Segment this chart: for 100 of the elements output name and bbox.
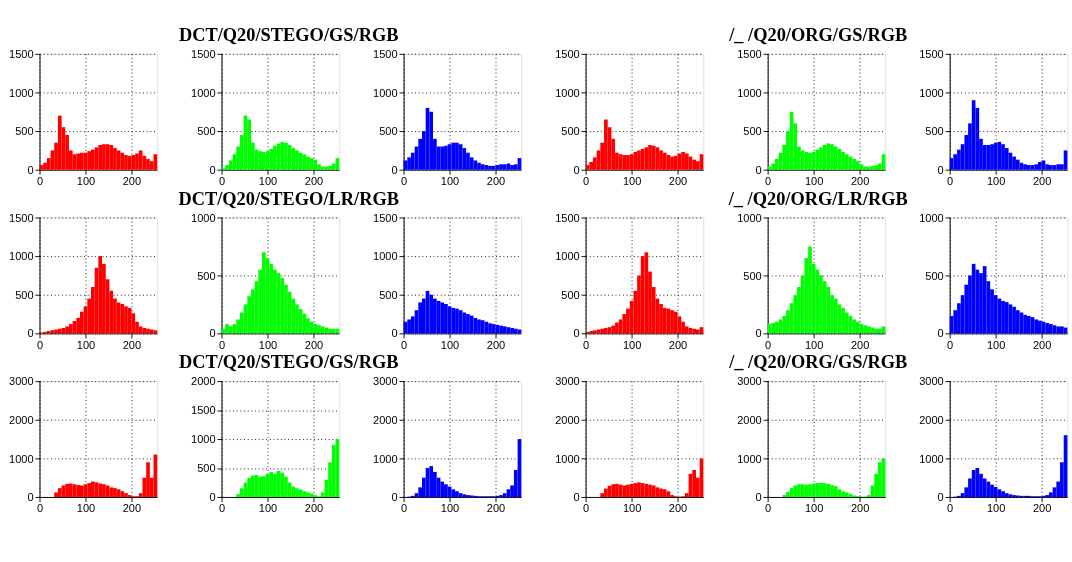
y-tick-label: 500 xyxy=(15,125,34,138)
x-tick-label: 200 xyxy=(304,174,324,187)
text: /_ /Q20/ORG/GS/RGB xyxy=(728,352,908,373)
y-tick-label: 1000 xyxy=(919,452,944,465)
x-tick-label: 100 xyxy=(258,502,278,515)
y-tick-label: 3000 xyxy=(373,375,398,388)
x-tick-label: 200 xyxy=(668,338,688,351)
x-tick-label: 100 xyxy=(76,502,96,515)
y-tick-label: 1500 xyxy=(919,48,944,60)
x-tick-label: 0 xyxy=(218,174,226,187)
x-tick-label: 200 xyxy=(486,174,506,187)
y-tick-label: 0 xyxy=(391,163,398,176)
y-tick-label: 500 xyxy=(743,125,762,138)
x-tick-label: 100 xyxy=(76,174,96,187)
x-tick-label: 200 xyxy=(850,502,870,515)
y-tick-label: 0 xyxy=(937,491,944,504)
x-tick-label: 100 xyxy=(440,174,460,187)
x-tick-label: 0 xyxy=(765,502,772,515)
x-tick-label: 200 xyxy=(122,174,142,187)
x-tick-label: 100 xyxy=(986,338,1006,351)
x-tick-label: 200 xyxy=(1032,174,1052,187)
x-tick-label: 0 xyxy=(36,174,44,187)
y-tick-label: 1000 xyxy=(737,211,762,224)
x-tick-label: 100 xyxy=(622,174,642,187)
y-tick-label: 0 xyxy=(755,327,762,340)
x-tick-label: 0 xyxy=(765,338,772,351)
y-tick-label: 500 xyxy=(15,288,34,301)
y-tick-label: 1500 xyxy=(555,48,580,60)
x-tick-label: 100 xyxy=(804,174,824,187)
y-tick-label: 0 xyxy=(937,327,944,340)
y-tick-label: 2000 xyxy=(919,413,944,426)
y-tick-label: 0 xyxy=(27,327,34,340)
y-tick-label: 1000 xyxy=(9,86,34,99)
x-tick-label: 200 xyxy=(122,502,142,515)
y-tick-label: 2000 xyxy=(555,413,580,426)
text: DCT/Q20/STEGO/GS/RGB xyxy=(178,24,399,45)
x-tick-label: 100 xyxy=(258,338,278,351)
x-tick-label: 100 xyxy=(258,174,278,187)
y-tick-label: 1500 xyxy=(737,48,762,60)
y-tick-label: 1000 xyxy=(555,86,580,99)
x-tick-label: 100 xyxy=(986,174,1006,187)
text: DCT/Q20/STEGO/LR/RGB xyxy=(178,188,399,209)
y-tick-label: 500 xyxy=(561,125,580,138)
x-tick-label: 200 xyxy=(850,338,870,351)
x-tick-label: 200 xyxy=(850,174,870,187)
y-tick-label: 0 xyxy=(209,163,216,176)
y-tick-label: 1000 xyxy=(373,452,398,465)
x-tick-label: 0 xyxy=(218,502,226,515)
text: /_ /Q20/ORG/LR/RGB xyxy=(727,188,908,209)
y-tick-label: 0 xyxy=(209,491,216,504)
y-tick-label: 3000 xyxy=(919,375,944,388)
x-tick-label: 200 xyxy=(304,338,324,351)
y-tick-label: 2000 xyxy=(737,413,762,426)
x-tick-label: 100 xyxy=(76,338,96,351)
text: /_ /Q20/ORG/GS/RGB xyxy=(728,24,908,45)
y-tick-label: 500 xyxy=(379,288,398,301)
y-tick-label: 500 xyxy=(197,269,216,282)
x-tick-label: 0 xyxy=(36,502,44,515)
y-tick-label: 1000 xyxy=(373,250,398,263)
y-tick-label: 3000 xyxy=(9,375,34,388)
x-tick-label: 0 xyxy=(401,338,408,351)
x-tick-label: 0 xyxy=(583,338,590,351)
y-tick-label: 1000 xyxy=(737,86,762,99)
x-tick-label: 200 xyxy=(304,502,324,515)
y-tick-label: 1000 xyxy=(191,433,216,446)
y-tick-label: 500 xyxy=(197,125,216,138)
y-tick-label: 1500 xyxy=(9,48,34,60)
y-tick-label: 500 xyxy=(197,462,216,475)
text: DCT/Q20/STEGO/GS/RGB xyxy=(178,352,399,373)
y-tick-label: 0 xyxy=(573,163,580,176)
y-tick-label: 0 xyxy=(27,491,34,504)
x-tick-label: 200 xyxy=(122,338,142,351)
y-tick-label: 0 xyxy=(573,327,580,340)
x-tick-label: 200 xyxy=(486,338,506,351)
x-tick-label: 0 xyxy=(947,174,954,187)
x-tick-label: 0 xyxy=(765,174,772,187)
y-tick-label: 0 xyxy=(391,327,398,340)
x-tick-label: 100 xyxy=(804,338,824,351)
x-tick-label: 0 xyxy=(401,174,408,187)
y-tick-label: 1000 xyxy=(555,452,580,465)
y-tick-label: 0 xyxy=(573,491,580,504)
x-tick-label: 100 xyxy=(986,502,1006,515)
x-tick-label: 0 xyxy=(947,338,954,351)
y-tick-label: 2000 xyxy=(191,375,216,388)
x-tick-label: 0 xyxy=(36,338,44,351)
y-tick-label: 1500 xyxy=(191,48,216,60)
x-tick-label: 0 xyxy=(583,502,590,515)
y-tick-label: 1000 xyxy=(919,211,944,224)
y-tick-label: 2000 xyxy=(9,413,34,426)
y-tick-label: 1500 xyxy=(373,48,398,60)
y-tick-label: 0 xyxy=(27,163,34,176)
x-tick-label: 100 xyxy=(440,338,460,351)
y-tick-label: 500 xyxy=(743,269,762,282)
y-tick-label: 1000 xyxy=(737,452,762,465)
y-tick-label: 1500 xyxy=(373,211,398,224)
x-tick-label: 100 xyxy=(622,338,642,351)
x-tick-label: 200 xyxy=(1032,502,1052,515)
y-tick-label: 1000 xyxy=(555,250,580,263)
y-tick-label: 500 xyxy=(925,125,944,138)
y-tick-label: 0 xyxy=(209,327,216,340)
